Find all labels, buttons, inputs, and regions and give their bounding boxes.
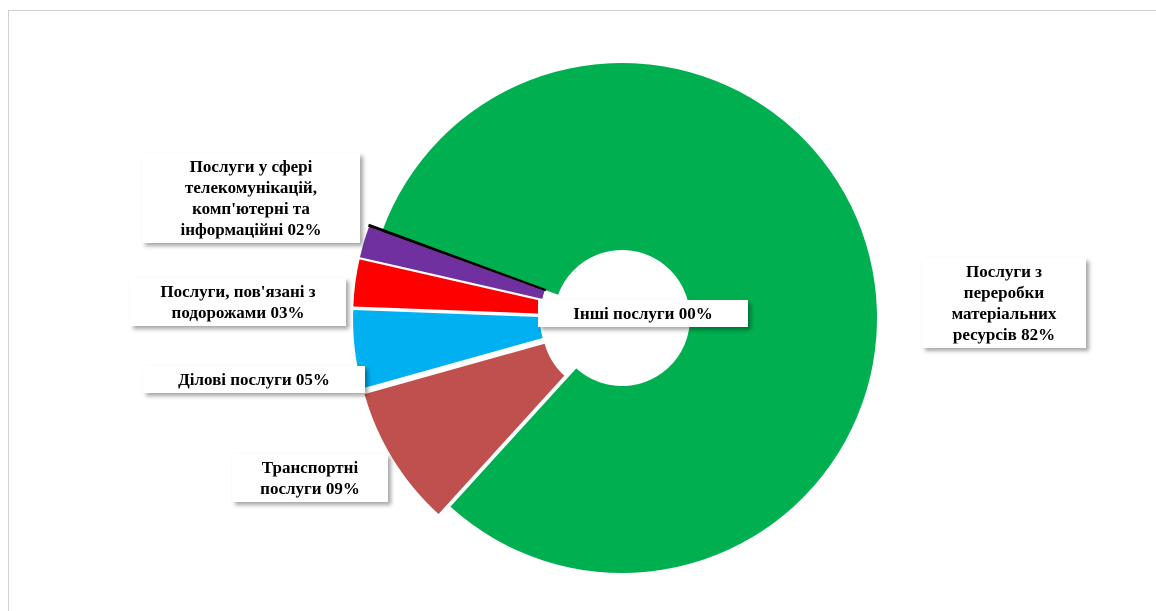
donut-slice: [364, 343, 565, 515]
value-label: 82%: [1021, 325, 1056, 344]
data-label: Транспортні послуги 09%: [232, 454, 388, 502]
value-label: 09%: [325, 479, 360, 498]
value-label: 02%: [287, 220, 322, 239]
donut-slice: [367, 223, 547, 292]
category-name: Послуги у сфері телекомунікацій, комп'ют…: [180, 157, 317, 239]
data-label: Ділові послуги 05%: [143, 366, 365, 393]
category-name: Ділові послуги: [178, 370, 292, 389]
data-label: Послуги, пов'язані з подорожами 03%: [130, 278, 346, 326]
data-label: Послуги з переробки матеріальних ресурсі…: [922, 258, 1086, 348]
chart-frame: [8, 10, 1156, 611]
data-label: Інші послуги 00%: [538, 300, 748, 327]
donut-slice: [353, 309, 543, 389]
category-name: Транспортні послуги: [260, 458, 359, 498]
value-label: 00%: [678, 304, 713, 323]
data-label: Послуги у сфері телекомунікацій, комп'ют…: [142, 153, 360, 243]
category-name: Інші послуги: [573, 304, 675, 323]
category-name: Послуги з переробки матеріальних ресурсі…: [951, 262, 1057, 344]
donut-slice: [382, 63, 877, 574]
category-name: Послуги, пов'язані з подорожами: [160, 282, 316, 322]
donut-slice: [353, 259, 542, 314]
donut-slice: [359, 226, 545, 299]
value-label: 03%: [270, 303, 305, 322]
value-label: 05%: [295, 370, 330, 389]
